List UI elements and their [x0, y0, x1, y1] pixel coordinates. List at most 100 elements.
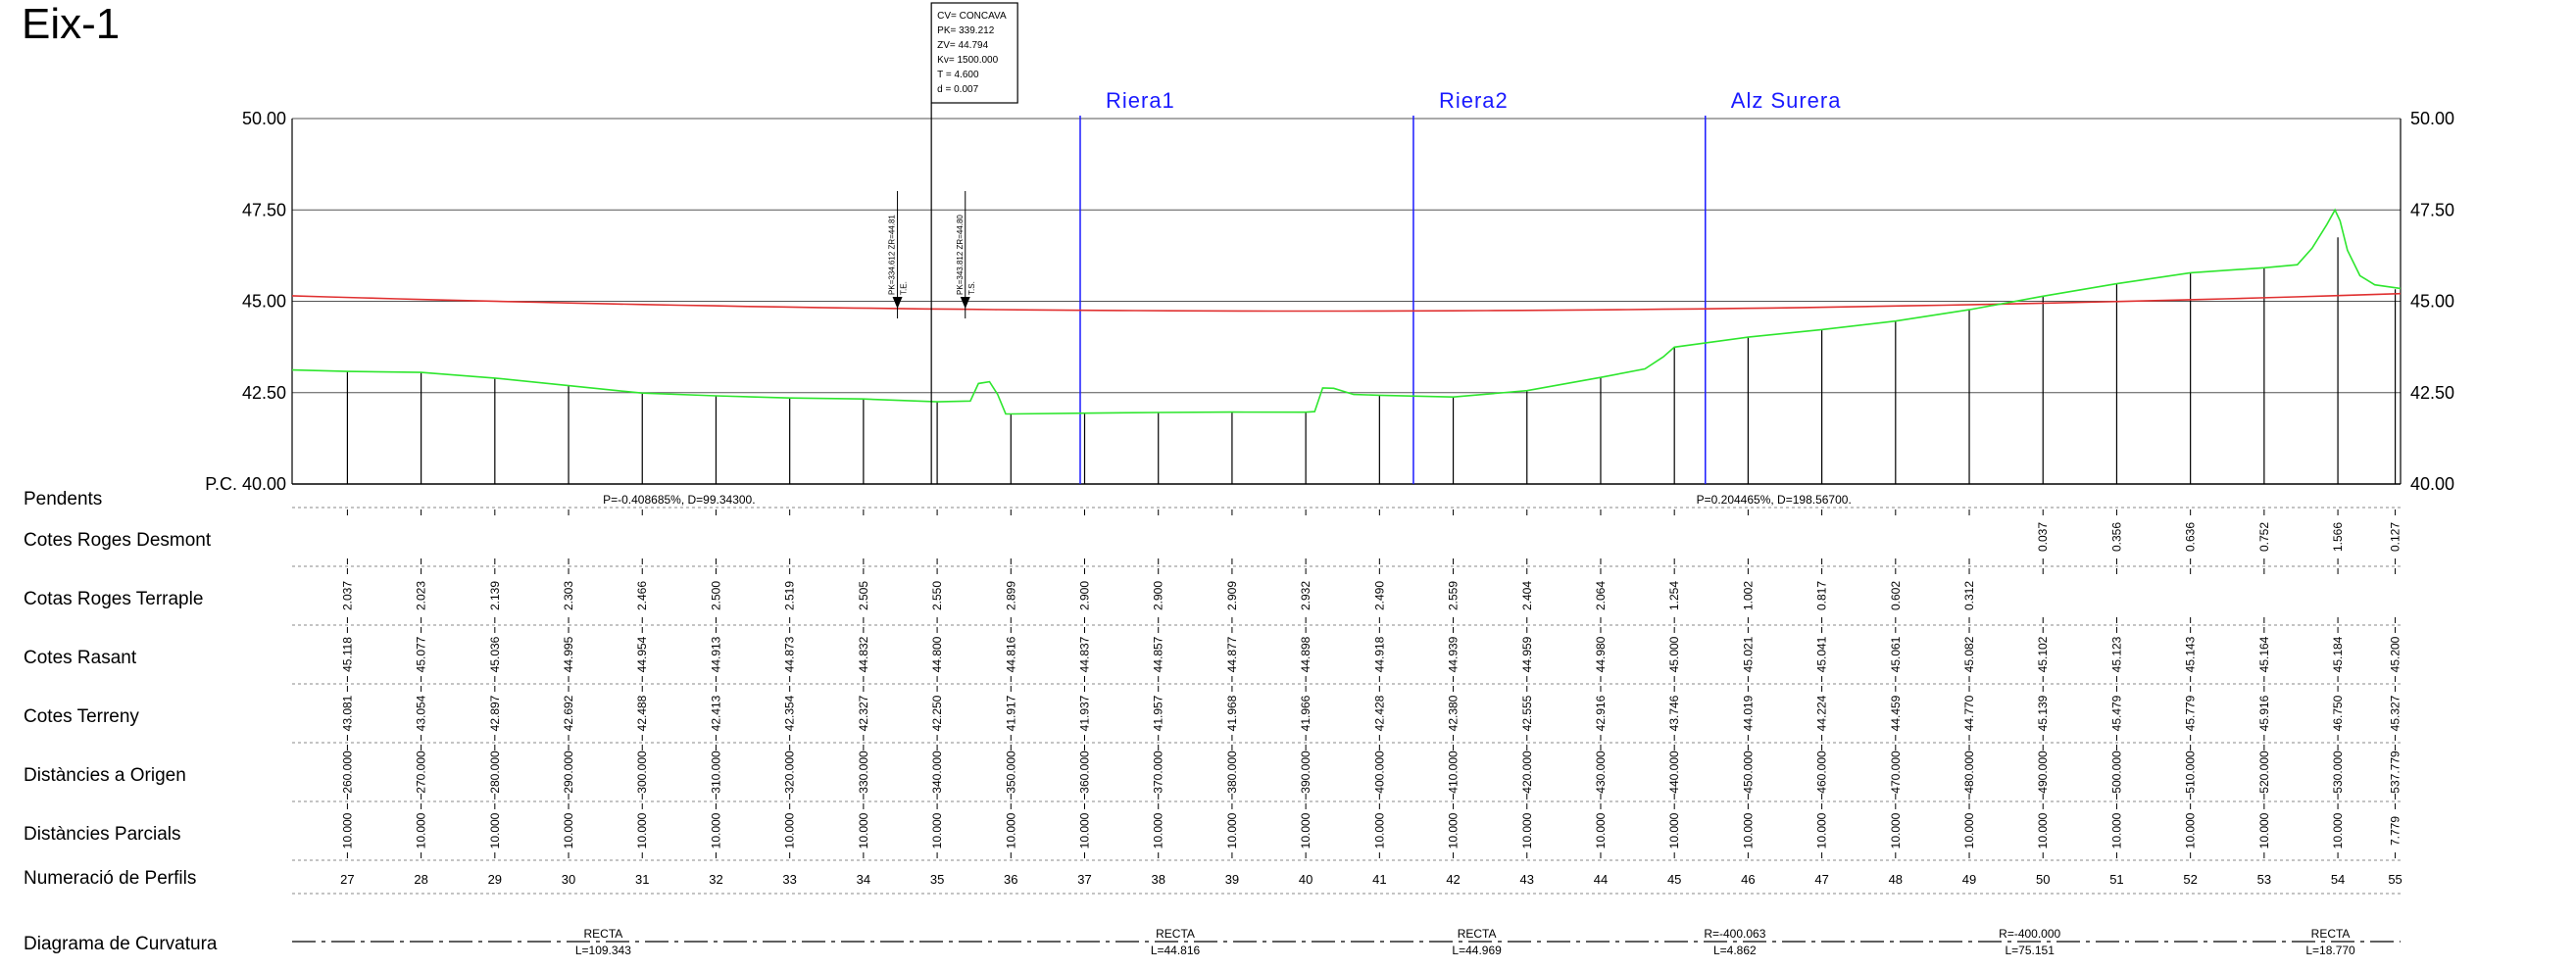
table-value-terraple: 2.500 — [709, 581, 722, 610]
table-value-rasant: 44.995 — [562, 636, 575, 672]
table-value-rasant: 45.021 — [1741, 636, 1755, 672]
table-value-rasant: 45.000 — [1667, 636, 1681, 672]
elevation-tick-label-right: 40.00 — [2410, 474, 2454, 494]
vertical-curve-line: d = 0.007 — [937, 84, 978, 95]
table-value-terraple: 2.550 — [930, 581, 944, 610]
table-value-parcials: 10.000 — [1225, 812, 1239, 848]
table-value-terreny: 42.488 — [635, 695, 649, 731]
table-value-terraple: 2.932 — [1299, 581, 1313, 610]
curvature-length: L=75.151 — [2005, 944, 2055, 957]
table-value-rasant: 44.800 — [930, 636, 944, 672]
table-value-rasant: 45.082 — [1962, 636, 1976, 672]
table-value-origen: 290.000 — [562, 751, 575, 794]
table-value-origen: 320.000 — [783, 751, 797, 794]
table-value-terreny: 42.354 — [783, 695, 797, 731]
profile-number: 38 — [1151, 872, 1164, 887]
table-value-terraple: 2.037 — [340, 581, 354, 610]
row-label-desmont: Cotes Roges Desmont — [24, 530, 212, 551]
table-value-terreny: 42.916 — [1594, 695, 1608, 731]
table-value-rasant: 45.200 — [2389, 636, 2403, 672]
table-value-parcials: 10.000 — [340, 812, 354, 848]
elevation-tick-label-right: 47.50 — [2410, 200, 2454, 219]
table-value-desmont: 0.037 — [2036, 522, 2050, 552]
vertical-curve-line: Kv= 1500.000 — [937, 55, 998, 66]
rasant-line — [291, 292, 2402, 313]
crossing-markers: Riera1 Riera2 Alz Surera — [1079, 88, 1842, 484]
table-value-parcials: 10.000 — [1741, 812, 1755, 848]
table-value-rasant: 45.036 — [488, 636, 502, 672]
table-value-parcials: 10.000 — [1004, 812, 1017, 848]
table-value-origen: 310.000 — [709, 751, 722, 794]
table-value-rasant: 44.913 — [709, 636, 722, 672]
elevation-tick-label-left: 47.50 — [242, 200, 286, 219]
vertical-curve-line: ZV= 44.794 — [937, 40, 988, 51]
profile-number: 32 — [709, 872, 722, 887]
table-value-origen: 420.000 — [1520, 751, 1534, 794]
elevation-tick-label-left: P.C. 40.00 — [205, 474, 286, 494]
table-value-rasant: 45.077 — [415, 636, 428, 672]
tangent-marker-sub: T.S. — [967, 281, 976, 295]
crossing-marker-label: Alz Surera — [1731, 88, 1842, 113]
vertical-curve-line: PK= 339.212 — [937, 25, 995, 36]
table-value-origen: 360.000 — [1078, 751, 1092, 794]
table-value-parcials: 10.000 — [2036, 812, 2050, 848]
table-value-terraple: 2.139 — [488, 581, 502, 610]
table-value-parcials: 10.000 — [1078, 812, 1092, 848]
table-value-terreny: 45.479 — [2109, 695, 2123, 731]
table-value-parcials: 10.000 — [857, 812, 870, 848]
slope-label: P=0.204465%, D=198.56700. — [1697, 493, 1852, 507]
table-value-terraple: 0.817 — [1815, 581, 1829, 610]
table-value-origen: 450.000 — [1741, 751, 1755, 794]
table-value-rasant: 45.123 — [2109, 636, 2123, 672]
curvature-label: R=-400.000 — [1999, 927, 2060, 941]
profile-number: 29 — [488, 872, 502, 887]
row-label-terraple: Cotas Roges Terraple — [24, 589, 204, 609]
profile-number: 52 — [2183, 872, 2197, 887]
table-value-rasant: 45.041 — [1815, 636, 1829, 672]
profile-number: 49 — [1962, 872, 1976, 887]
table-value-parcials: 10.000 — [1520, 812, 1534, 848]
row-label-terreny: Cotes Terreny — [24, 706, 139, 727]
row-label-parcials: Distàncies Parcials — [24, 824, 181, 845]
table-value-parcials: 10.000 — [635, 812, 649, 848]
table-value-rasant: 44.816 — [1004, 636, 1017, 672]
table-value-terreny: 44.224 — [1815, 695, 1829, 731]
drawing-title: Eix-1 — [22, 0, 121, 48]
table-value-rasant: 44.954 — [635, 636, 649, 672]
table-value-origen: 280.000 — [488, 751, 502, 794]
table-value-origen: 330.000 — [857, 751, 870, 794]
table-value-parcials: 10.000 — [1447, 812, 1461, 848]
profile-number: 46 — [1741, 872, 1755, 887]
profile-number: 55 — [2388, 872, 2402, 887]
profile-number: 48 — [1889, 872, 1903, 887]
row-label-curvatura: Diagrama de Curvatura — [24, 934, 218, 954]
elevation-tick-label-right: 50.00 — [2410, 109, 2454, 128]
table-value-rasant: 45.102 — [2036, 636, 2050, 672]
table-value-terraple: 2.519 — [783, 581, 797, 610]
row-label-pendents: Pendents — [24, 489, 103, 509]
table-value-parcials: 10.000 — [1372, 812, 1386, 848]
tangent-marker-label: PK=334.612 ZR=44.81 — [888, 215, 897, 295]
row-label-perfils: Numeració de Perfils — [24, 868, 197, 889]
profile-number: 42 — [1446, 872, 1460, 887]
table-value-origen: 370.000 — [1152, 751, 1165, 794]
table-value-terreny: 43.081 — [340, 695, 354, 731]
table-value-terreny: 43.746 — [1667, 695, 1681, 731]
table-value-parcials: 10.000 — [783, 812, 797, 848]
table-value-parcials: 10.000 — [2257, 812, 2271, 848]
table-value-parcials: 10.000 — [2331, 812, 2345, 848]
slope-label: P=-0.408685%, D=99.34300. — [603, 493, 755, 507]
table-value-terreny: 41.966 — [1299, 695, 1313, 731]
table-value-terraple: 0.602 — [1889, 581, 1903, 610]
vertical-curve-annotation: CV= CONCAVA PK= 339.212 ZV= 44.794 Kv= 1500… — [888, 2, 1018, 484]
table-value-terraple: 2.303 — [562, 581, 575, 610]
table-value-terraple: 0.312 — [1962, 581, 1976, 610]
profile-number: 37 — [1077, 872, 1091, 887]
table-value-origen: 440.000 — [1667, 751, 1681, 794]
table-value-terreny: 46.750 — [2331, 695, 2345, 731]
table-value-origen: 390.000 — [1299, 751, 1313, 794]
table-value-parcials: 10.000 — [1889, 812, 1903, 848]
table-value-parcials: 10.000 — [488, 812, 502, 848]
profile-number: 41 — [1372, 872, 1386, 887]
table-value-parcials: 10.000 — [1815, 812, 1829, 848]
